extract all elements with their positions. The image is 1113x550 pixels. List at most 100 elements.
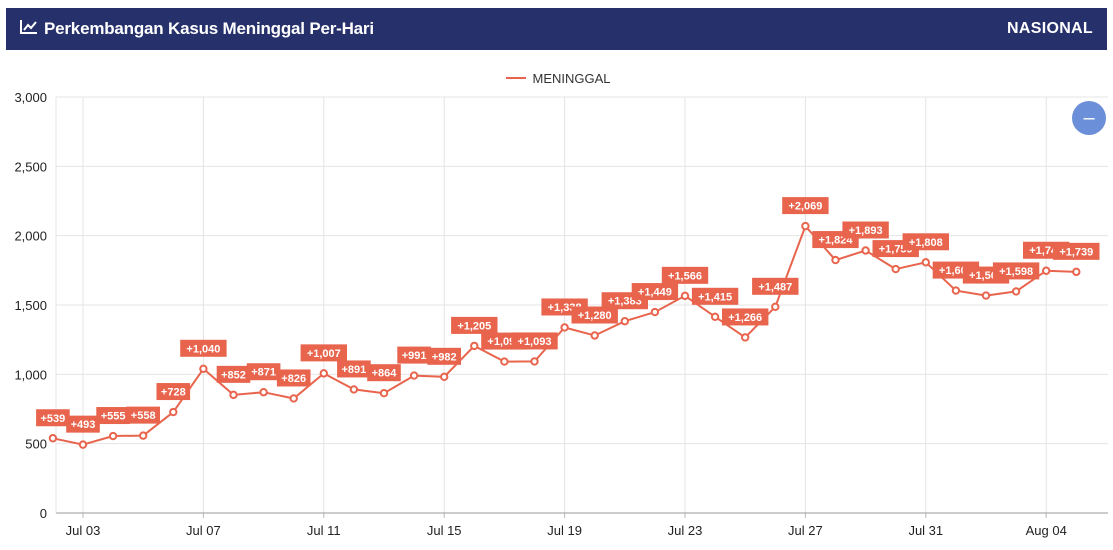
x-tick-label: Jul 15 (427, 523, 462, 538)
data-point (560, 323, 569, 332)
data-label-box (367, 364, 401, 382)
data-label: +891 (342, 364, 367, 376)
data-point (1011, 287, 1021, 296)
data-point (409, 371, 419, 380)
data-label-box (300, 344, 347, 362)
y-tick-label: 1,000 (14, 367, 47, 382)
data-label: +1,487 (758, 281, 792, 293)
data-label-box (397, 346, 431, 364)
data-label: +1,280 (578, 310, 612, 322)
data-label: +558 (131, 410, 156, 422)
chart-legend: MENINGGAL (0, 69, 1113, 87)
legend-item-meninggal[interactable]: MENINGGAL (506, 70, 611, 86)
data-label: +1,449 (638, 287, 672, 299)
data-point (620, 317, 629, 326)
data-point (349, 385, 359, 394)
data-point (259, 388, 268, 397)
data-label-box (96, 407, 130, 425)
y-tick-label: 2,500 (14, 159, 47, 174)
y-tick-label: 2,000 (14, 229, 47, 244)
data-label-box (902, 233, 949, 251)
data-label-box (427, 347, 461, 365)
data-point (78, 440, 88, 449)
y-tick-label: 3,000 (14, 90, 47, 105)
legend-label: MENINGGAL (532, 70, 611, 86)
header-title-group: Perkembangan Kasus Meninggal Per-Hari (20, 19, 374, 39)
data-label-box (1053, 242, 1100, 260)
data-label: +539 (41, 413, 66, 425)
data-label: +1,566 (668, 270, 702, 282)
data-label: +493 (71, 419, 96, 431)
data-point (921, 258, 930, 267)
data-point (530, 357, 539, 366)
data-label: +1,205 (457, 320, 491, 332)
data-label: +826 (281, 373, 306, 385)
data-label: +1,808 (909, 237, 943, 249)
data-label: +991 (402, 350, 427, 362)
data-point (771, 302, 780, 312)
data-label: +1,598 (999, 266, 1033, 278)
data-point (951, 286, 961, 295)
legend-swatch (506, 77, 527, 79)
data-label: +864 (372, 368, 398, 380)
zoom-out-button[interactable]: – (1072, 101, 1106, 135)
data-label-box (216, 365, 251, 383)
y-tick-label: 0 (40, 506, 47, 521)
data-point (741, 333, 750, 342)
data-label-box (992, 262, 1040, 280)
data-label-box (631, 283, 679, 301)
data-point (139, 431, 148, 440)
data-label-box (511, 332, 558, 350)
data-label-box (246, 363, 281, 381)
data-point (289, 394, 298, 403)
data-point (48, 434, 58, 443)
data-label: +1,266 (728, 312, 762, 324)
y-tick-label: 1,500 (14, 298, 47, 313)
data-point (1072, 267, 1081, 277)
x-tick-label: Jul 31 (908, 523, 943, 538)
scope-label[interactable]: NASIONAL (1007, 20, 1093, 37)
data-label-box (36, 409, 70, 427)
chart-title: Perkembangan Kasus Meninggal Per-Hari (44, 19, 374, 38)
data-point (440, 372, 449, 382)
data-label-box (66, 415, 100, 433)
data-point (680, 291, 690, 301)
x-tick-label: Jul 23 (668, 523, 703, 538)
data-point (831, 255, 840, 265)
data-point (1042, 266, 1051, 275)
data-label-box (571, 306, 618, 324)
data-label-box (451, 316, 498, 334)
x-tick-label: Jul 27 (788, 523, 823, 538)
data-label-box (180, 339, 227, 357)
data-point (229, 390, 238, 400)
y-tick-label: 500 (25, 437, 47, 452)
x-tick-label: Jul 11 (307, 523, 341, 538)
data-label: +982 (432, 351, 457, 363)
data-label: +1,415 (698, 291, 732, 303)
data-point (891, 264, 900, 274)
data-point (981, 291, 991, 300)
data-label-box (661, 266, 709, 284)
data-label: +871 (251, 367, 276, 379)
chart-header: Perkembangan Kasus Meninggal Per-Hari NA… (6, 8, 1107, 50)
data-point (169, 407, 178, 417)
data-label-box (722, 308, 769, 326)
zoom-out-icon: – (1083, 107, 1095, 129)
data-point (108, 431, 118, 441)
data-point (650, 307, 660, 317)
data-label: +1,739 (1059, 246, 1093, 258)
x-tick-label: Jul 03 (66, 523, 101, 538)
x-tick-label: Aug 04 (1026, 523, 1067, 538)
data-label: +728 (161, 387, 186, 399)
data-label: +852 (221, 369, 246, 381)
data-label-box (842, 221, 889, 239)
data-label-box (156, 383, 191, 401)
data-point (801, 221, 810, 231)
data-point (379, 388, 389, 398)
data-point (710, 312, 720, 321)
data-point (500, 357, 509, 366)
data-label: +1,040 (186, 343, 220, 355)
data-point (470, 341, 479, 351)
data-label-box (126, 406, 160, 424)
data-label: +1,093 (518, 336, 552, 348)
